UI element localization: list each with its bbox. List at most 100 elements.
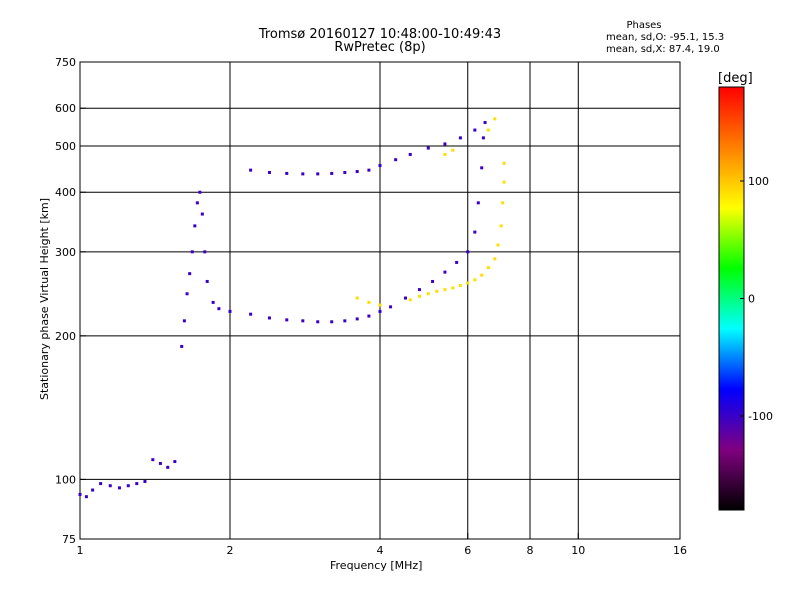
data-point-x: [480, 273, 484, 277]
data-point-o: [182, 319, 186, 323]
data-point-o: [394, 158, 398, 162]
data-point-o: [316, 172, 320, 176]
x-tick-label: 2: [227, 544, 234, 557]
data-point-o: [301, 319, 305, 323]
phases-line-x: mean, sd,X: 87.4, 19.0: [606, 44, 720, 55]
x-tick-label: 6: [464, 544, 471, 557]
data-point-o: [185, 292, 189, 296]
y-tick-label: 750: [55, 56, 76, 69]
phases-title: Phases: [626, 20, 662, 31]
data-point-x: [426, 292, 430, 296]
data-point-o: [355, 170, 359, 174]
data-point-o: [193, 224, 197, 228]
data-point-o: [330, 171, 334, 175]
colorbar-title: [deg]: [718, 71, 753, 86]
data-point-o: [126, 484, 130, 488]
x-tick-label: 16: [673, 544, 687, 557]
data-point-o: [135, 482, 139, 486]
y-tick-label: 400: [55, 186, 76, 199]
data-point-o: [143, 479, 147, 483]
x-tick-label: 4: [377, 544, 384, 557]
data-point-o: [158, 461, 162, 465]
data-point-x: [451, 148, 455, 152]
data-point-o: [267, 316, 271, 320]
data-point-x: [367, 300, 371, 304]
data-point-o: [84, 495, 88, 499]
data-point-o: [378, 309, 382, 313]
data-point-o: [473, 230, 477, 234]
y-axis-label: Stationary phase Virtual Height [km]: [38, 197, 51, 400]
data-point-o: [108, 484, 112, 488]
data-point-o: [267, 170, 271, 174]
data-point-x: [496, 243, 500, 247]
data-point-o: [480, 166, 484, 170]
data-point-o: [285, 171, 289, 175]
data-point-o: [426, 146, 430, 150]
y-tick-label: 500: [55, 140, 76, 153]
data-point-o: [316, 320, 320, 324]
y-tick-label: 100: [55, 473, 76, 486]
data-point-x: [493, 257, 497, 261]
x-tick-label: 1: [77, 544, 84, 557]
data-point-o: [343, 170, 347, 174]
phases-line-o: mean, sd,O: -95.1, 15.3: [606, 32, 725, 43]
data-point-o: [483, 121, 487, 125]
data-point-o: [249, 312, 253, 316]
data-point-o: [408, 152, 412, 156]
data-point-o: [188, 272, 192, 276]
data-point-o: [180, 344, 184, 348]
chart-subtitle: RwPretec (8p): [334, 40, 426, 55]
data-point-x: [408, 298, 412, 302]
y-tick-label: 75: [62, 533, 76, 546]
data-point-o: [228, 309, 232, 313]
data-point-o: [190, 250, 194, 254]
chart-title: Tromsø 20160127 10:48:00-10:49:43: [258, 27, 502, 42]
data-point-o: [355, 317, 359, 321]
data-point-o: [203, 250, 207, 254]
data-point-o: [249, 168, 253, 172]
data-point-o: [367, 314, 371, 318]
data-point-x: [355, 296, 359, 300]
data-point-o: [211, 300, 215, 304]
data-point-o: [198, 190, 202, 194]
data-point-o: [466, 250, 470, 254]
data-point-o: [330, 320, 334, 324]
y-tick-label: 300: [55, 246, 76, 259]
data-point-o: [117, 486, 121, 490]
data-point-o: [389, 305, 393, 309]
data-point-o: [78, 492, 82, 496]
data-point-o: [455, 260, 459, 264]
colorbar: [718, 86, 745, 511]
data-point-x: [443, 288, 447, 292]
data-point-x: [435, 289, 439, 293]
data-point-x: [493, 117, 497, 121]
data-point-o: [91, 488, 95, 492]
colorbar-tick-label: 0: [748, 293, 755, 306]
x-axis-label: Frequency [MHz]: [330, 559, 423, 572]
data-point-x: [502, 180, 506, 184]
data-point-o: [403, 296, 407, 300]
data-point-o: [99, 482, 103, 486]
data-point-x: [502, 161, 506, 165]
data-point-o: [417, 288, 421, 292]
data-point-o: [431, 279, 435, 283]
data-point-x: [501, 201, 505, 205]
data-point-o: [301, 172, 305, 176]
y-tick-label: 600: [55, 102, 76, 115]
data-point-x: [466, 281, 470, 285]
data-point-o: [476, 201, 480, 205]
data-point-o: [343, 319, 347, 323]
data-point-o: [173, 460, 177, 464]
data-point-o: [378, 164, 382, 168]
data-point-x: [443, 152, 447, 156]
data-point-x: [378, 303, 382, 307]
data-point-o: [473, 128, 477, 132]
data-point-o: [151, 458, 155, 462]
data-point-x: [458, 283, 462, 287]
x-tick-label: 10: [571, 544, 585, 557]
x-tick-label: 8: [527, 544, 534, 557]
data-point-o: [285, 318, 289, 322]
data-point-x: [417, 294, 421, 298]
data-point-o: [443, 270, 447, 274]
